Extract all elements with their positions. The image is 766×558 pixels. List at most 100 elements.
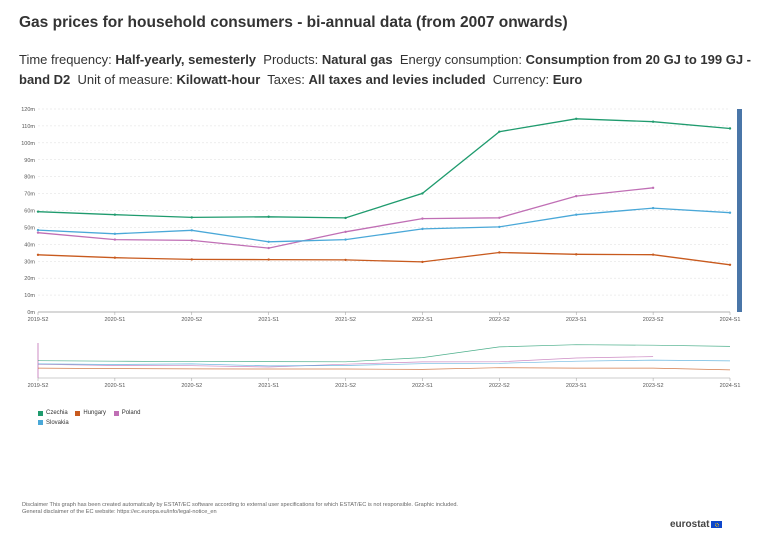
navigator-line-poland bbox=[37, 356, 654, 368]
eu-flag-icon bbox=[711, 521, 723, 528]
y-tick-label: 20m bbox=[24, 276, 35, 282]
data-point-hungary bbox=[651, 253, 655, 256]
x-tick-label: 2021-S2 bbox=[335, 317, 356, 323]
x-tick-label: 2019-S2 bbox=[28, 317, 49, 323]
legend-swatch-hungary bbox=[75, 410, 81, 416]
x-tick-label: 2024-S1 bbox=[720, 317, 741, 323]
navigator-tick-label: 2022-S2 bbox=[489, 383, 510, 389]
legend-label-hungary: Hungary bbox=[83, 410, 107, 416]
y-tick-label: 60m bbox=[24, 209, 35, 215]
navigator-tick-label: 2023-S1 bbox=[566, 383, 587, 389]
data-point-hungary bbox=[575, 253, 578, 256]
legend-label-slovakia: Slovakia bbox=[46, 419, 69, 426]
data-point-poland bbox=[267, 246, 270, 250]
x-tick-label: 2023-S1 bbox=[566, 317, 587, 323]
legend-item-hungary[interactable]: Hungary bbox=[75, 409, 106, 417]
data-point-slovakia bbox=[575, 213, 578, 216]
data-point-poland bbox=[113, 238, 117, 241]
y-tick-label: 40m bbox=[24, 242, 35, 248]
navigator-tick-label: 2021-S1 bbox=[258, 383, 279, 389]
data-point-slovakia bbox=[36, 228, 40, 232]
disclaimer-line-1: Disclaimer This graph has been created a… bbox=[22, 502, 458, 508]
data-point-hungary bbox=[36, 253, 40, 257]
y-tick-label: 100m bbox=[21, 141, 35, 147]
y-tick-label: 120m bbox=[21, 107, 35, 113]
data-point-poland bbox=[36, 231, 40, 234]
data-point-slovakia bbox=[344, 238, 347, 241]
data-point-slovakia bbox=[190, 229, 193, 232]
x-tick-label: 2020-S1 bbox=[104, 317, 125, 323]
legend-label-czechia: Czechia bbox=[46, 410, 68, 416]
navigator-tick-label: 2023-S2 bbox=[643, 383, 664, 389]
data-point-czechia bbox=[728, 127, 732, 130]
data-point-slovakia bbox=[267, 240, 270, 243]
filter-label-energy-consumption: Energy consumption: bbox=[399, 52, 522, 67]
y-tick-label: 30m bbox=[24, 259, 35, 265]
data-point-czechia bbox=[36, 210, 40, 213]
data-point-czechia bbox=[575, 117, 578, 121]
navigator-line-czechia bbox=[37, 344, 731, 363]
data-point-hungary bbox=[421, 260, 424, 264]
y-tick-label: 70m bbox=[24, 192, 35, 198]
disclaimer-line-2: General disclaimer of the EC website: ht… bbox=[22, 509, 217, 515]
data-point-slovakia bbox=[728, 211, 732, 214]
data-point-czechia bbox=[651, 120, 655, 123]
y-tick-label: 80m bbox=[24, 175, 35, 181]
data-point-hungary bbox=[113, 256, 117, 259]
data-point-czechia bbox=[344, 216, 347, 220]
navigator-tick-label: 2022-S1 bbox=[412, 383, 433, 389]
data-point-czechia bbox=[498, 130, 501, 133]
data-point-slovakia bbox=[498, 225, 501, 229]
filter-label-currency: Currency: bbox=[492, 72, 550, 87]
filter-value-time-frequency: Half-yearly, semesterly bbox=[115, 52, 257, 67]
data-point-czechia bbox=[190, 216, 193, 219]
data-point-slovakia bbox=[651, 206, 655, 210]
disclaimer: Disclaimer This graph has been created a… bbox=[22, 502, 582, 516]
y-tick-label: 50m bbox=[24, 225, 35, 231]
navigator-line-hungary bbox=[37, 367, 731, 371]
series-line-czechia bbox=[37, 118, 731, 219]
y-tick-label: 110m bbox=[22, 124, 36, 130]
legend-item-czechia[interactable]: Czechia bbox=[38, 409, 68, 417]
data-point-slovakia bbox=[113, 232, 117, 236]
x-tick-label: 2023-S2 bbox=[643, 317, 664, 323]
data-point-hungary bbox=[190, 258, 193, 261]
data-point-hungary bbox=[498, 251, 501, 254]
navigator-tick-label: 2019-S2 bbox=[28, 383, 49, 389]
data-point-hungary bbox=[267, 258, 270, 261]
x-tick-label: 2022-S1 bbox=[412, 317, 433, 323]
x-tick-label: 2021-S1 bbox=[258, 317, 279, 323]
y-tick-label: 90m bbox=[24, 158, 35, 164]
logo-text: eurostat bbox=[670, 519, 710, 530]
x-tick-label: 2022-S2 bbox=[489, 317, 510, 323]
chart-legend: Czechia Hungary Poland Slovakia bbox=[38, 409, 338, 428]
filter-value-energy-consumption: Consumption from 20 GJ to 199 GJ - band … bbox=[19, 52, 751, 87]
filter-label-time-frequency: Time frequency: bbox=[19, 52, 112, 67]
legend-label-poland: Poland bbox=[121, 410, 141, 416]
data-point-czechia bbox=[421, 192, 424, 195]
data-point-czechia bbox=[113, 213, 117, 216]
navigator-tick-label: 2020-S1 bbox=[104, 383, 125, 389]
data-point-poland bbox=[421, 217, 424, 220]
data-point-slovakia bbox=[421, 227, 424, 231]
chart-subtitle: Time frequency: Half-yearly, semesterly … bbox=[19, 50, 754, 90]
filter-value-unit: Kilowatt-hour bbox=[176, 72, 261, 87]
navigator-line-slovakia bbox=[37, 359, 731, 367]
data-point-poland bbox=[190, 239, 193, 242]
navigator-tick-label: 2020-S2 bbox=[181, 383, 202, 389]
data-point-poland bbox=[344, 230, 347, 234]
y-tick-label: 10m bbox=[24, 293, 35, 299]
series-line-hungary bbox=[37, 251, 731, 266]
zoom-scrollbar bbox=[737, 109, 742, 312]
data-point-poland bbox=[575, 194, 578, 198]
legend-item-slovakia[interactable]: Slovakia bbox=[38, 419, 69, 427]
eurostat-logo[interactable]: eurostat bbox=[670, 519, 723, 530]
data-point-hungary bbox=[728, 263, 732, 267]
filter-value-taxes: All taxes and levies included bbox=[308, 72, 486, 87]
legend-item-poland[interactable]: Poland bbox=[113, 409, 141, 417]
x-tick-label: 2020-S2 bbox=[181, 317, 202, 323]
filter-value-currency: Euro bbox=[552, 72, 583, 87]
navigator-tick-label: 2021-S2 bbox=[335, 383, 356, 389]
legend-swatch-poland bbox=[113, 410, 119, 416]
data-point-poland bbox=[498, 216, 501, 219]
